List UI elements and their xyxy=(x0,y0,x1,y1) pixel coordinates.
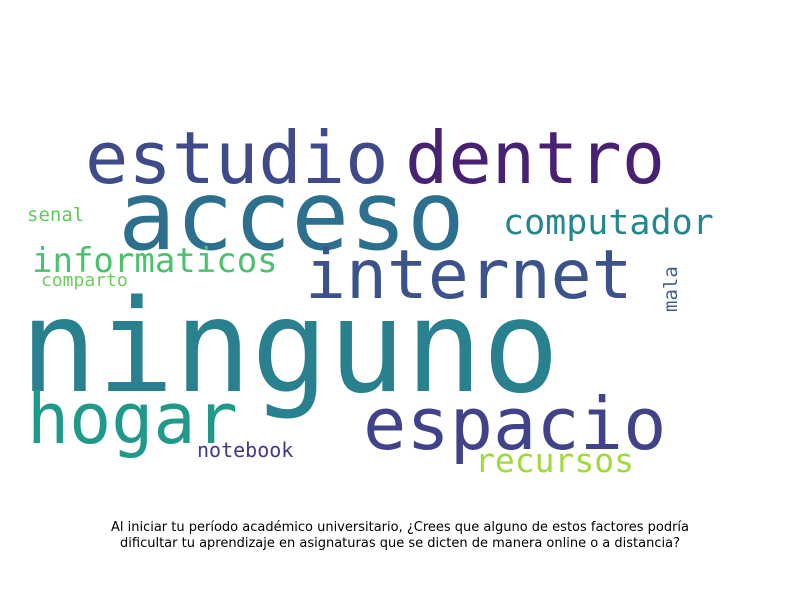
word-espacio: espacio xyxy=(363,382,667,466)
word-comparto: comparto xyxy=(41,270,128,291)
word-acceso: acceso xyxy=(118,160,465,272)
word-informaticos: informaticos xyxy=(32,241,278,281)
word-hogar: hogar xyxy=(27,378,238,460)
word-notebook: notebook xyxy=(197,438,294,462)
chart-caption: Al iniciar tu período académico universi… xyxy=(110,520,689,551)
word-ninguno: ninguno xyxy=(20,273,560,422)
word-computador: computador xyxy=(503,203,714,243)
word-estudio: estudio xyxy=(85,116,389,200)
word-internet: internet xyxy=(305,236,633,315)
word-senal: senal xyxy=(27,204,85,226)
word-recursos: recursos xyxy=(475,441,634,480)
word-dentro: dentro xyxy=(405,116,666,200)
word-mala: mala xyxy=(660,266,682,312)
